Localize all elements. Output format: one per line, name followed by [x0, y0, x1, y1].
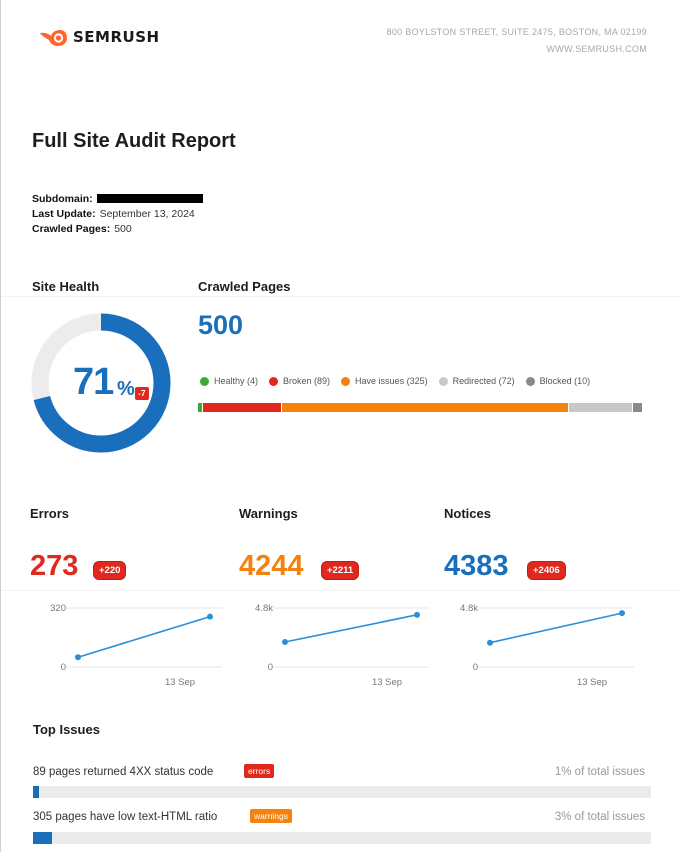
- crawled-pages-value: 500: [114, 223, 132, 235]
- data-point: [282, 639, 288, 646]
- issue-type-tag: warnings: [250, 809, 293, 823]
- metric-heading: Notices: [444, 506, 491, 521]
- crawled-pages-label: Crawled Pages:: [32, 223, 111, 235]
- legend-label: Have issues (325): [355, 376, 428, 386]
- report-header: SEMRUSH 800 BOYLSTON STREET, SUITE 2475,…: [1, 0, 680, 80]
- y-tick-label: 0: [473, 662, 478, 673]
- metric-heading: Errors: [30, 506, 70, 521]
- stacked-bar-segment: [633, 403, 642, 412]
- report-title: Full Site Audit Report: [32, 130, 236, 152]
- legend-dot-icon: [269, 376, 279, 386]
- data-point: [619, 610, 625, 617]
- data-point: [75, 654, 81, 661]
- metric-trend-chart: 4.8k 0 13 Sep: [255, 603, 429, 688]
- issue-share: 3% of total issues: [554, 811, 645, 823]
- legend-label: Healthy (4): [214, 376, 259, 386]
- gauge-fill: [31, 313, 171, 453]
- subdomain-redacted: [96, 194, 203, 203]
- crawled-pages-stacked-bar: [198, 403, 643, 412]
- metric-value: 273: [30, 550, 79, 582]
- subdomain-row: Subdomain:: [32, 192, 203, 207]
- x-tick-label: 13 Sep: [165, 677, 195, 688]
- crawled-pages-total: 500: [198, 310, 244, 340]
- site-health-heading: Site Health: [32, 279, 100, 294]
- last-update-row: Last Update: September 13, 2024: [32, 207, 203, 222]
- x-tick-label: 13 Sep: [372, 677, 402, 688]
- metric-trend-chart: 320 0 13 Sep: [50, 603, 222, 688]
- metric-value: 4383: [444, 550, 509, 582]
- website-link[interactable]: WWW.SEMRUSH.COM: [546, 44, 647, 54]
- issue-progress-fill: [33, 786, 40, 798]
- legend-item: Healthy (4): [200, 376, 258, 386]
- stacked-bar-segment: [202, 403, 281, 412]
- data-point: [487, 639, 493, 646]
- metric-trend-chart: 4.8k 0 13 Sep: [460, 603, 634, 688]
- company-address: 800 BOYLSTON STREET, SUITE 2475, BOSTON,…: [387, 24, 647, 58]
- metric-delta-badge: +220: [93, 561, 127, 580]
- crawled-pages-row: Crawled Pages: 500: [32, 222, 203, 237]
- legend-item: Redirected (72): [438, 376, 515, 386]
- legend-dot-icon: [200, 376, 209, 386]
- series-line: [284, 614, 418, 643]
- legend-label: Broken (89): [283, 376, 331, 386]
- metric-delta-badge: +2406: [527, 561, 566, 580]
- legend-item: Broken (89): [269, 376, 330, 386]
- legend-dot-icon: [438, 376, 448, 386]
- stacked-bar-segment: [281, 403, 568, 412]
- site-health-gauge: [31, 313, 171, 453]
- stacked-bar-segment: [568, 403, 633, 412]
- site-health-delta-badge: -7: [135, 387, 149, 400]
- y-tick-label: 4.8k: [460, 603, 478, 614]
- legend-dot-icon: [341, 376, 351, 386]
- issue-progress-fill: [33, 832, 52, 844]
- report-meta: Subdomain: Last Update: September 13, 202…: [32, 192, 203, 237]
- series-line: [77, 615, 211, 658]
- x-tick-label: 13 Sep: [577, 677, 607, 688]
- y-tick-label: 0: [61, 662, 66, 673]
- last-update-label: Last Update:: [32, 208, 96, 220]
- legend-item: Have issues (325): [341, 376, 428, 386]
- issue-progress-track: [33, 832, 651, 844]
- issue-description[interactable]: 89 pages returned 4XX status code: [33, 766, 214, 778]
- y-tick-label: 0: [268, 662, 273, 673]
- issue-progress-track: [33, 786, 651, 798]
- subdomain-label: Subdomain:: [32, 193, 93, 205]
- metric-heading: Warnings: [239, 506, 298, 521]
- issue-type-tag: errors: [244, 764, 275, 778]
- stacked-bar-segment: [198, 403, 202, 412]
- crawled-pages-heading: Crawled Pages: [198, 279, 291, 294]
- y-tick-label: 320: [50, 603, 66, 614]
- data-point: [414, 611, 420, 618]
- semrush-flame-icon: [40, 30, 67, 46]
- legend-label: Redirected (72): [452, 376, 515, 386]
- data-point: [207, 613, 213, 620]
- y-tick-label: 4.8k: [255, 603, 273, 614]
- top-issues-heading: Top Issues: [33, 722, 100, 737]
- issue-description[interactable]: 305 pages have low text-HTML ratio: [33, 811, 218, 823]
- site-health-unit: %: [117, 378, 135, 400]
- metric-value: 4244: [239, 550, 304, 582]
- site-health-value: 71: [73, 361, 114, 403]
- legend-dot-icon: [525, 376, 535, 386]
- last-update-value: September 13, 2024: [99, 208, 195, 220]
- address-line: 800 BOYLSTON STREET, SUITE 2475, BOSTON,…: [386, 27, 647, 37]
- legend-item: Blocked (10): [525, 376, 591, 386]
- crawled-pages-legend: Healthy (4) Broken (89) Have issues (325) R…: [200, 376, 601, 386]
- metric-delta-badge: +2211: [321, 561, 360, 580]
- series-line: [489, 612, 623, 644]
- issue-share: 1% of total issues: [554, 766, 645, 778]
- section-divider: [1, 296, 680, 297]
- semrush-logo: SEMRUSH: [38, 27, 160, 47]
- brand-name: SEMRUSH: [73, 28, 160, 46]
- legend-label: Blocked (10): [539, 376, 591, 386]
- section-divider: [1, 590, 680, 591]
